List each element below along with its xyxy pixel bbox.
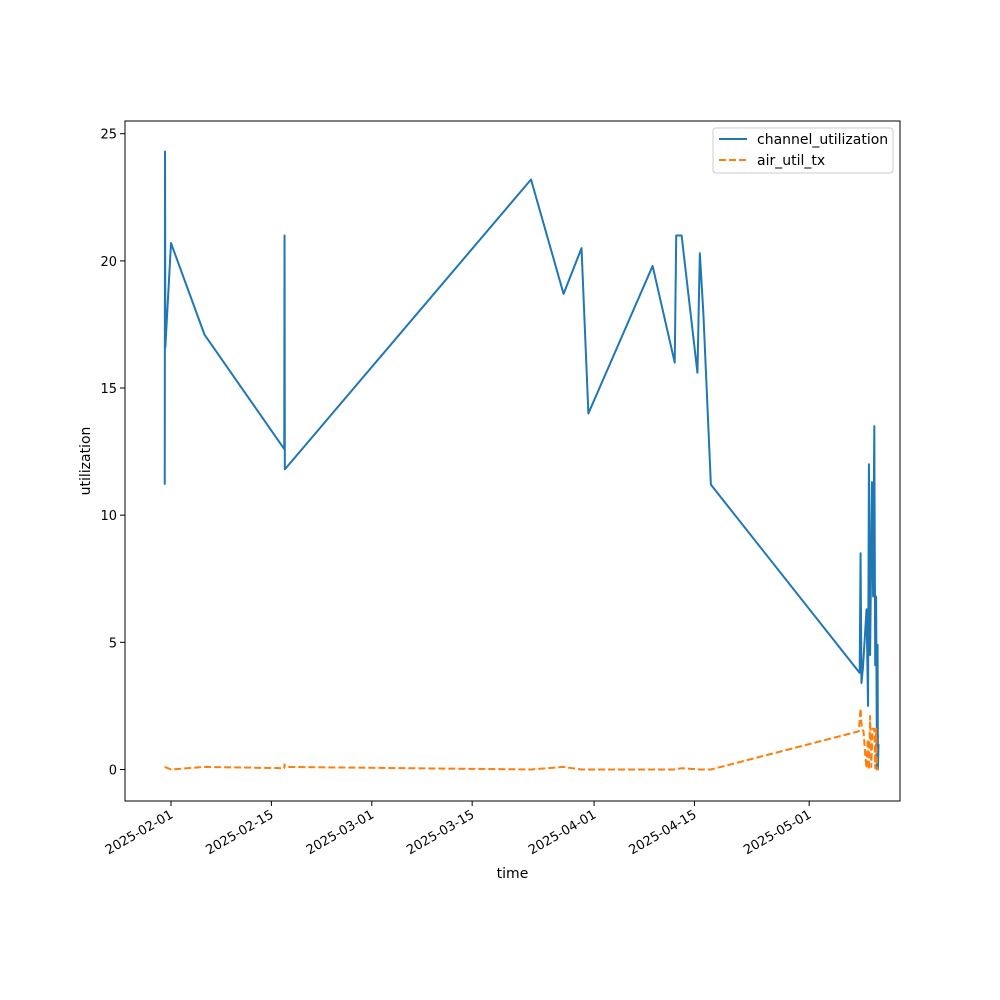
x-tick-label: 2025-03-01 — [304, 807, 377, 858]
x-tick-label: 2025-04-01 — [526, 807, 599, 858]
y-tick-label: 25 — [100, 128, 117, 143]
series-line-channel-utilization — [163, 150, 880, 771]
x-tick-label: 2025-02-01 — [103, 807, 176, 858]
y-tick-label: 15 — [100, 382, 117, 397]
series-line-air-util-tx — [164, 707, 879, 771]
y-tick-label: 5 — [109, 636, 117, 651]
x-tick-label: 2025-04-15 — [627, 807, 700, 858]
y-axis: 0 5 10 15 20 25 — [100, 128, 125, 778]
y-tick-label: 10 — [100, 509, 117, 524]
x-axis: 2025-02-01 2025-02-15 2025-03-01 2025-03-15… — [103, 801, 814, 858]
x-tick-label: 2025-05-01 — [741, 807, 814, 858]
y-tick-label: 0 — [109, 763, 117, 778]
x-tick-label: 2025-03-15 — [404, 807, 477, 858]
legend: channel_utilization air_util_tx — [712, 127, 894, 174]
y-axis-title: utilization — [78, 427, 94, 496]
legend-box — [712, 127, 894, 174]
plot-frame — [124, 120, 901, 802]
plot-lines — [163, 150, 880, 771]
x-tick-label: 2025-02-15 — [203, 807, 276, 858]
y-tick-label: 20 — [100, 255, 117, 270]
legend-label: air_util_tx — [757, 153, 825, 169]
legend-label: channel_utilization — [757, 132, 888, 148]
x-axis-title: time — [497, 866, 529, 882]
